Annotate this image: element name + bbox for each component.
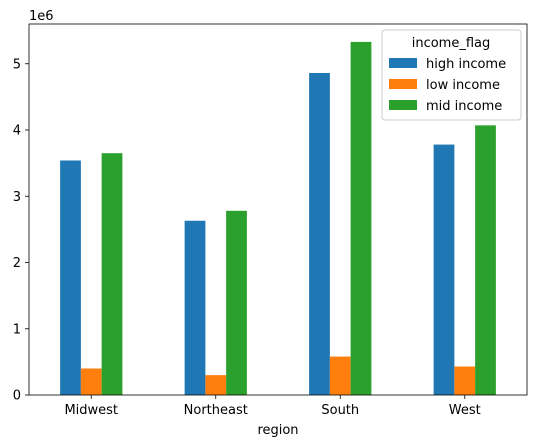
bar-mid-income-northeast [226,210,247,395]
plot-frame [28,23,528,396]
legend-swatch [389,100,417,110]
x-axis-ticks: Midwest Northeast South West [64,395,481,418]
x-tick-label: South [321,403,359,418]
legend-swatch [389,79,417,89]
legend-entry-label: high income [426,57,506,72]
y-tick-label: 5 [13,57,21,72]
x-tick-label: Northeast [184,403,248,418]
x-axis-label: region [257,423,298,438]
bar-high-income-northeast [184,220,206,395]
y-tick-label: 3 [13,190,21,205]
bars-group [60,41,496,396]
x-tick-label: Midwest [64,403,118,418]
bar-mid-income-west [475,125,496,396]
legend-entry-label: mid income [426,99,502,114]
bar-high-income-west [433,144,455,395]
y-axis-ticks: 0 1 2 3 4 5 [13,57,29,404]
y-tick-label: 1 [13,322,21,337]
bar-low-income-south [329,356,351,395]
y-tick-label: 2 [13,256,21,271]
legend-title: income_flag [412,36,491,51]
bar-high-income-south [309,73,330,396]
bar-mid-income-midwest [101,153,123,395]
y-multiplier-label: 1e6 [29,9,54,24]
y-tick-label: 0 [13,389,21,404]
legend-entry-label: low income [426,78,500,93]
legend: income_flag high income low income mid inc… [381,29,522,121]
bar-low-income-northeast [205,375,227,396]
legend-frame [381,29,522,121]
x-tick-label: West [449,403,481,418]
y-tick-label: 4 [13,124,21,139]
bar-low-income-west [454,366,476,395]
bar-high-income-midwest [60,160,81,395]
bar-low-income-midwest [80,368,102,395]
legend-swatch [389,58,417,68]
bar-mid-income-south [350,41,372,395]
